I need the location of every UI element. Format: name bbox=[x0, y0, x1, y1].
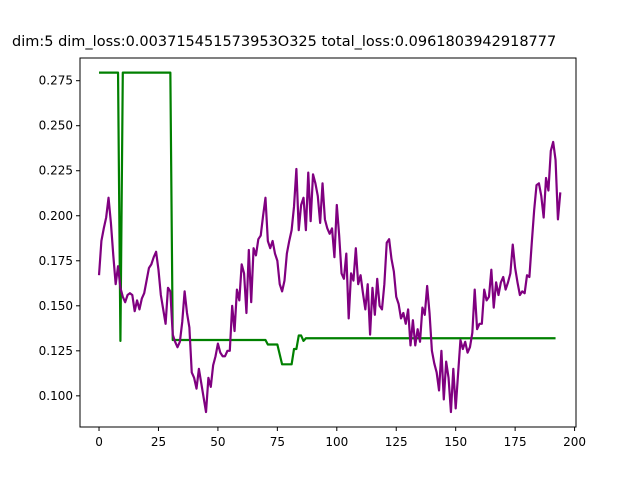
y-tick-label: 0.250 bbox=[39, 119, 73, 133]
series-line-1 bbox=[99, 71, 556, 366]
y-tick-label: 0.175 bbox=[39, 254, 73, 268]
x-tick-label: 125 bbox=[385, 435, 408, 449]
x-tick-label: 50 bbox=[210, 435, 225, 449]
x-tick-label: 175 bbox=[504, 435, 527, 449]
series-line-2 bbox=[97, 140, 562, 414]
plot-frame bbox=[79, 57, 577, 428]
y-tick-label: 0.125 bbox=[39, 344, 73, 358]
chart-title: dim:5 dim_loss:0.003715451573953O325 tot… bbox=[12, 34, 557, 50]
y-tick-label: 0.100 bbox=[39, 389, 73, 403]
series-layer bbox=[97, 71, 562, 414]
ticks-layer: 0 25 50 75 100 125 150 175 200 0.100 0.125 0.150 0.1… bbox=[39, 74, 586, 449]
x-tick-label: 100 bbox=[325, 435, 348, 449]
x-tick-label: 75 bbox=[270, 435, 285, 449]
x-tick-label: 150 bbox=[444, 435, 467, 449]
x-tick-label: 0 bbox=[95, 435, 103, 449]
x-tick-label: 200 bbox=[563, 435, 586, 449]
y-tick-label: 0.200 bbox=[39, 209, 73, 223]
y-tick-label: 0.275 bbox=[39, 74, 73, 88]
y-tick-label: 0.225 bbox=[39, 164, 73, 178]
y-tick-label: 0.150 bbox=[39, 299, 73, 313]
x-tick-label: 25 bbox=[151, 435, 166, 449]
